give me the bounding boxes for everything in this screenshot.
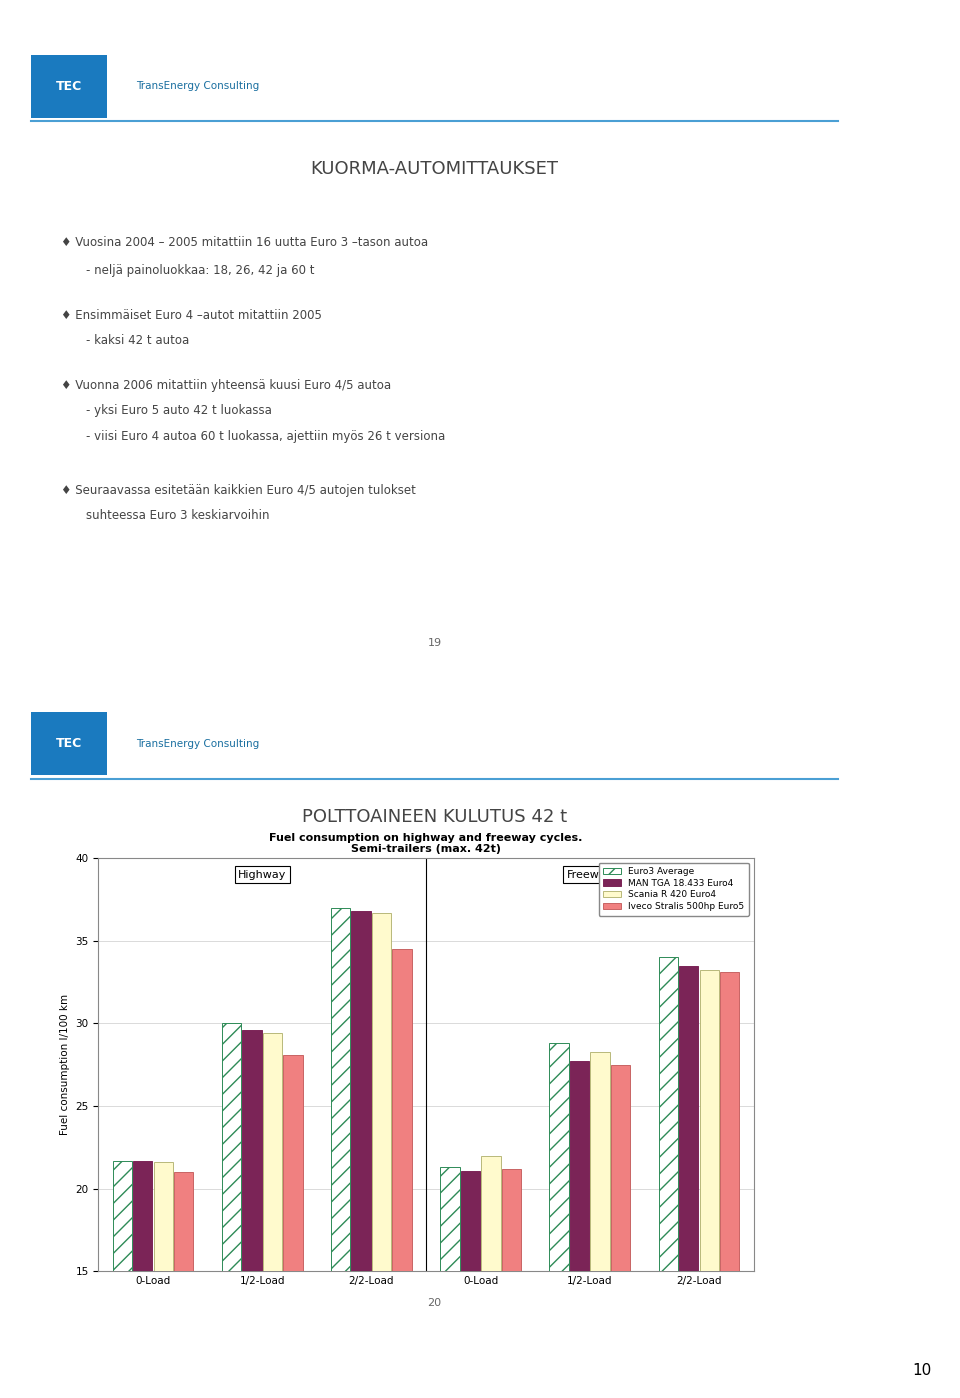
Text: 19: 19 — [427, 637, 442, 649]
Bar — [441, 1167, 460, 1398]
Bar — [154, 1162, 173, 1398]
Bar — [570, 1061, 589, 1398]
Bar — [112, 1160, 132, 1398]
Text: ♦ Ensimmäiset Euro 4 –autot mitattiin 2005: ♦ Ensimmäiset Euro 4 –autot mitattiin 20… — [60, 309, 322, 322]
Bar — [242, 1030, 262, 1398]
Text: suhteessa Euro 3 keskiarvoihin: suhteessa Euro 3 keskiarvoihin — [85, 509, 270, 523]
Bar — [720, 972, 739, 1398]
Bar — [222, 1023, 241, 1398]
Bar — [331, 907, 350, 1398]
Text: Freeway: Freeway — [566, 870, 613, 879]
Text: ♦ Vuosina 2004 – 2005 mitattiin 16 uutta Euro 3 –tason autoa: ♦ Vuosina 2004 – 2005 mitattiin 16 uutta… — [60, 236, 428, 249]
Bar — [590, 1051, 610, 1398]
Text: POLTTOAINEEN KULUTUS 42 t: POLTTOAINEEN KULUTUS 42 t — [301, 808, 567, 826]
Text: 20: 20 — [427, 1299, 442, 1309]
Bar — [393, 949, 412, 1398]
Bar — [351, 911, 371, 1398]
Bar — [133, 1160, 153, 1398]
Bar — [263, 1033, 282, 1398]
Text: TransEnergy Consulting: TransEnergy Consulting — [136, 738, 259, 748]
Bar — [679, 966, 699, 1398]
Text: TEC: TEC — [56, 737, 83, 749]
Text: ♦ Seuraavassa esitetään kaikkien Euro 4/5 autojen tulokset: ♦ Seuraavassa esitetään kaikkien Euro 4/… — [60, 484, 416, 496]
Bar — [283, 1055, 302, 1398]
Text: KUORMA-AUTOMITTAUKSET: KUORMA-AUTOMITTAUKSET — [310, 161, 559, 178]
Text: ♦ Vuonna 2006 mitattiin yhteensä kuusi Euro 4/5 autoa: ♦ Vuonna 2006 mitattiin yhteensä kuusi E… — [60, 379, 391, 391]
Bar — [501, 1169, 521, 1398]
FancyBboxPatch shape — [31, 712, 107, 776]
Bar — [174, 1173, 193, 1398]
Bar — [461, 1170, 480, 1398]
Title: Fuel consumption on highway and freeway cycles.
Semi-trailers (max. 42t): Fuel consumption on highway and freeway … — [270, 833, 583, 854]
Text: 10: 10 — [912, 1363, 931, 1377]
Bar — [481, 1156, 500, 1398]
Text: - neljä painoluokkaa: 18, 26, 42 ja 60 t: - neljä painoluokkaa: 18, 26, 42 ja 60 t — [85, 264, 314, 277]
Bar — [700, 970, 719, 1398]
Text: - viisi Euro 4 autoa 60 t luokassa, ajettiin myös 26 t versiona: - viisi Euro 4 autoa 60 t luokassa, ajet… — [85, 429, 445, 443]
Text: TransEnergy Consulting: TransEnergy Consulting — [136, 81, 259, 91]
Bar — [372, 913, 392, 1398]
Y-axis label: Fuel consumption l/100 km: Fuel consumption l/100 km — [60, 994, 70, 1135]
Text: TEC: TEC — [56, 80, 83, 92]
Text: - yksi Euro 5 auto 42 t luokassa: - yksi Euro 5 auto 42 t luokassa — [85, 404, 272, 418]
Text: Highway: Highway — [238, 870, 286, 879]
FancyBboxPatch shape — [31, 55, 107, 119]
Bar — [611, 1065, 630, 1398]
Bar — [549, 1043, 569, 1398]
Legend: Euro3 Average, MAN TGA 18.433 Euro4, Scania R 420 Euro4, Iveco Stralis 500hp Eur: Euro3 Average, MAN TGA 18.433 Euro4, Sca… — [599, 863, 749, 916]
Text: - kaksi 42 t autoa: - kaksi 42 t autoa — [85, 334, 189, 347]
Bar — [659, 958, 678, 1398]
